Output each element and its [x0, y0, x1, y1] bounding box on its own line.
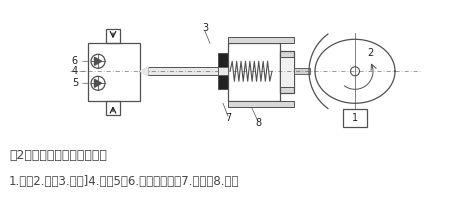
Bar	[228, 43, 280, 101]
Text: 4: 4	[72, 66, 78, 76]
Bar	[294, 68, 310, 74]
Bar	[228, 101, 294, 107]
Polygon shape	[140, 67, 148, 75]
Bar	[148, 67, 220, 75]
Text: 5: 5	[72, 78, 78, 88]
Text: 1.电机2.凸轮3.柱塞]4.泵腔5、6.吸、排单向阀7.密封环8.弹簧: 1.电机2.凸轮3.柱塞]4.泵腔5、6.吸、排单向阀7.密封环8.弹簧	[9, 175, 239, 188]
Bar	[106, 29, 120, 43]
Text: 2: 2	[367, 48, 373, 58]
Text: 7: 7	[225, 113, 231, 123]
Text: 3: 3	[202, 23, 208, 33]
Text: 1: 1	[352, 113, 358, 123]
Bar	[280, 51, 294, 93]
Bar	[218, 53, 228, 89]
Bar	[343, 109, 367, 127]
Text: 6: 6	[72, 56, 78, 66]
Bar	[88, 43, 140, 101]
Bar	[218, 67, 228, 75]
Polygon shape	[94, 79, 101, 87]
Text: 8: 8	[255, 118, 261, 128]
Bar	[280, 57, 294, 87]
Bar	[106, 101, 120, 115]
Bar	[228, 37, 294, 43]
Polygon shape	[94, 57, 101, 65]
Text: 图2往复单柱塞泵结构示意图: 图2往复单柱塞泵结构示意图	[9, 149, 107, 162]
